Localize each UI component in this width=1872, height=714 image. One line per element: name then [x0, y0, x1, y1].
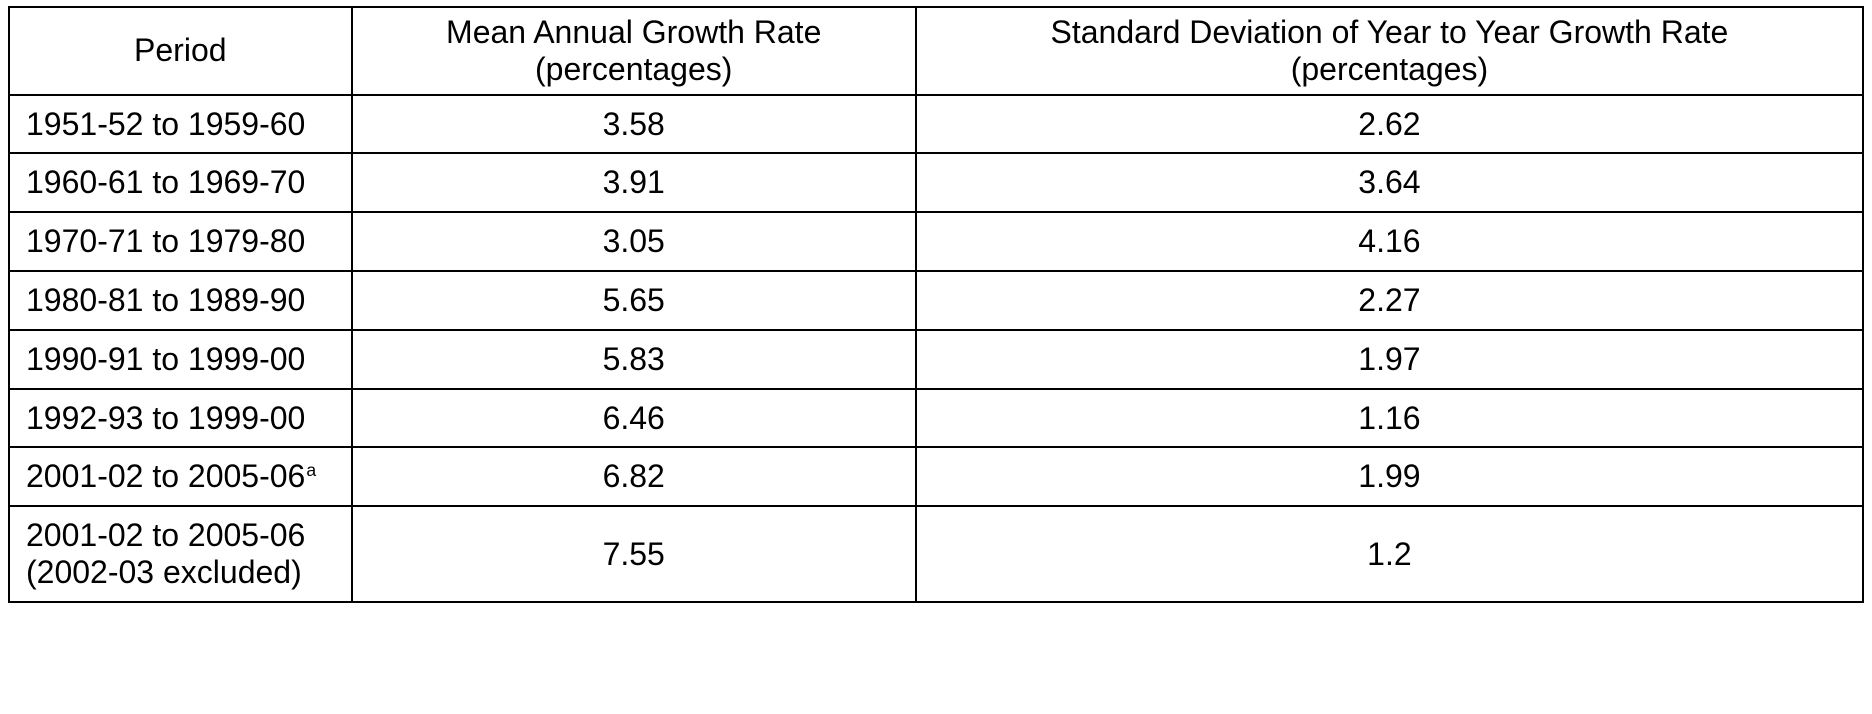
table-header-row: Period Mean Annual Growth Rate (percenta…: [9, 7, 1863, 95]
cell-stddev: 1.16: [916, 389, 1863, 448]
header-mean-line1: Mean Annual Growth Rate: [446, 14, 821, 50]
table-row: 2001-02 to 2005-06a 6.82 1.99: [9, 447, 1863, 506]
period-superscript: a: [305, 460, 316, 480]
table-row: 1970-71 to 1979-80 3.05 4.16: [9, 212, 1863, 271]
header-period-line1: Period: [134, 32, 227, 68]
cell-mean: 6.82: [352, 447, 916, 506]
cell-period: 1970-71 to 1979-80: [9, 212, 352, 271]
period-text: 1992-93 to 1999-00: [26, 400, 305, 436]
cell-period: 2001-02 to 2005-06 (2002-03 excluded): [9, 506, 352, 602]
cell-mean: 5.83: [352, 330, 916, 389]
period-text: 2001-02 to 2005-06: [26, 517, 305, 553]
period-text: 1990-91 to 1999-00: [26, 341, 305, 377]
cell-mean: 6.46: [352, 389, 916, 448]
page-root: Period Mean Annual Growth Rate (percenta…: [0, 0, 1872, 714]
growth-rate-table: Period Mean Annual Growth Rate (percenta…: [8, 6, 1864, 603]
period-superscript: [305, 342, 306, 362]
period-text-line2: (2002-03 excluded): [26, 554, 306, 591]
table-body: 1951-52 to 1959-60 3.58 2.62 1960-61 to …: [9, 95, 1863, 602]
header-period: Period: [9, 7, 352, 95]
period-text: 1970-71 to 1979-80: [26, 223, 305, 259]
cell-stddev: 4.16: [916, 212, 1863, 271]
period-text: 2001-02 to 2005-06: [26, 458, 305, 494]
cell-stddev: 1.2: [916, 506, 1863, 602]
header-stddev: Standard Deviation of Year to Year Growt…: [916, 7, 1863, 95]
cell-period: 1992-93 to 1999-00: [9, 389, 352, 448]
cell-mean: 3.91: [352, 153, 916, 212]
period-text: 1980-81 to 1989-90: [26, 282, 305, 318]
period-superscript: [305, 225, 306, 245]
header-mean: Mean Annual Growth Rate (percentages): [352, 7, 916, 95]
cell-period: 1951-52 to 1959-60: [9, 95, 352, 154]
cell-stddev: 2.62: [916, 95, 1863, 154]
cell-mean: 3.58: [352, 95, 916, 154]
header-mean-line2: (percentages): [535, 51, 732, 87]
table-row: 2001-02 to 2005-06 (2002-03 excluded) 7.…: [9, 506, 1863, 602]
cell-stddev: 1.99: [916, 447, 1863, 506]
header-stddev-line1: Standard Deviation of Year to Year Growt…: [1051, 14, 1729, 50]
period-superscript: [305, 166, 306, 186]
cell-stddev: 2.27: [916, 271, 1863, 330]
period-superscript: [305, 401, 306, 421]
period-superscript: [305, 107, 306, 127]
cell-stddev: 3.64: [916, 153, 1863, 212]
table-head: Period Mean Annual Growth Rate (percenta…: [9, 7, 1863, 95]
cell-mean: 3.05: [352, 212, 916, 271]
period-superscript: [305, 519, 306, 539]
cell-mean: 7.55: [352, 506, 916, 602]
table-row: 1992-93 to 1999-00 6.46 1.16: [9, 389, 1863, 448]
table-row: 1980-81 to 1989-90 5.65 2.27: [9, 271, 1863, 330]
cell-period: 1980-81 to 1989-90: [9, 271, 352, 330]
table-row: 1990-91 to 1999-00 5.83 1.97: [9, 330, 1863, 389]
cell-stddev: 1.97: [916, 330, 1863, 389]
cell-period: 2001-02 to 2005-06a: [9, 447, 352, 506]
period-superscript: [305, 283, 306, 303]
period-text: 1960-61 to 1969-70: [26, 164, 305, 200]
cell-period: 1960-61 to 1969-70: [9, 153, 352, 212]
period-text: 1951-52 to 1959-60: [26, 106, 305, 142]
table-row: 1951-52 to 1959-60 3.58 2.62: [9, 95, 1863, 154]
header-stddev-line2: (percentages): [1291, 51, 1488, 87]
cell-mean: 5.65: [352, 271, 916, 330]
table-row: 1960-61 to 1969-70 3.91 3.64: [9, 153, 1863, 212]
cell-period: 1990-91 to 1999-00: [9, 330, 352, 389]
